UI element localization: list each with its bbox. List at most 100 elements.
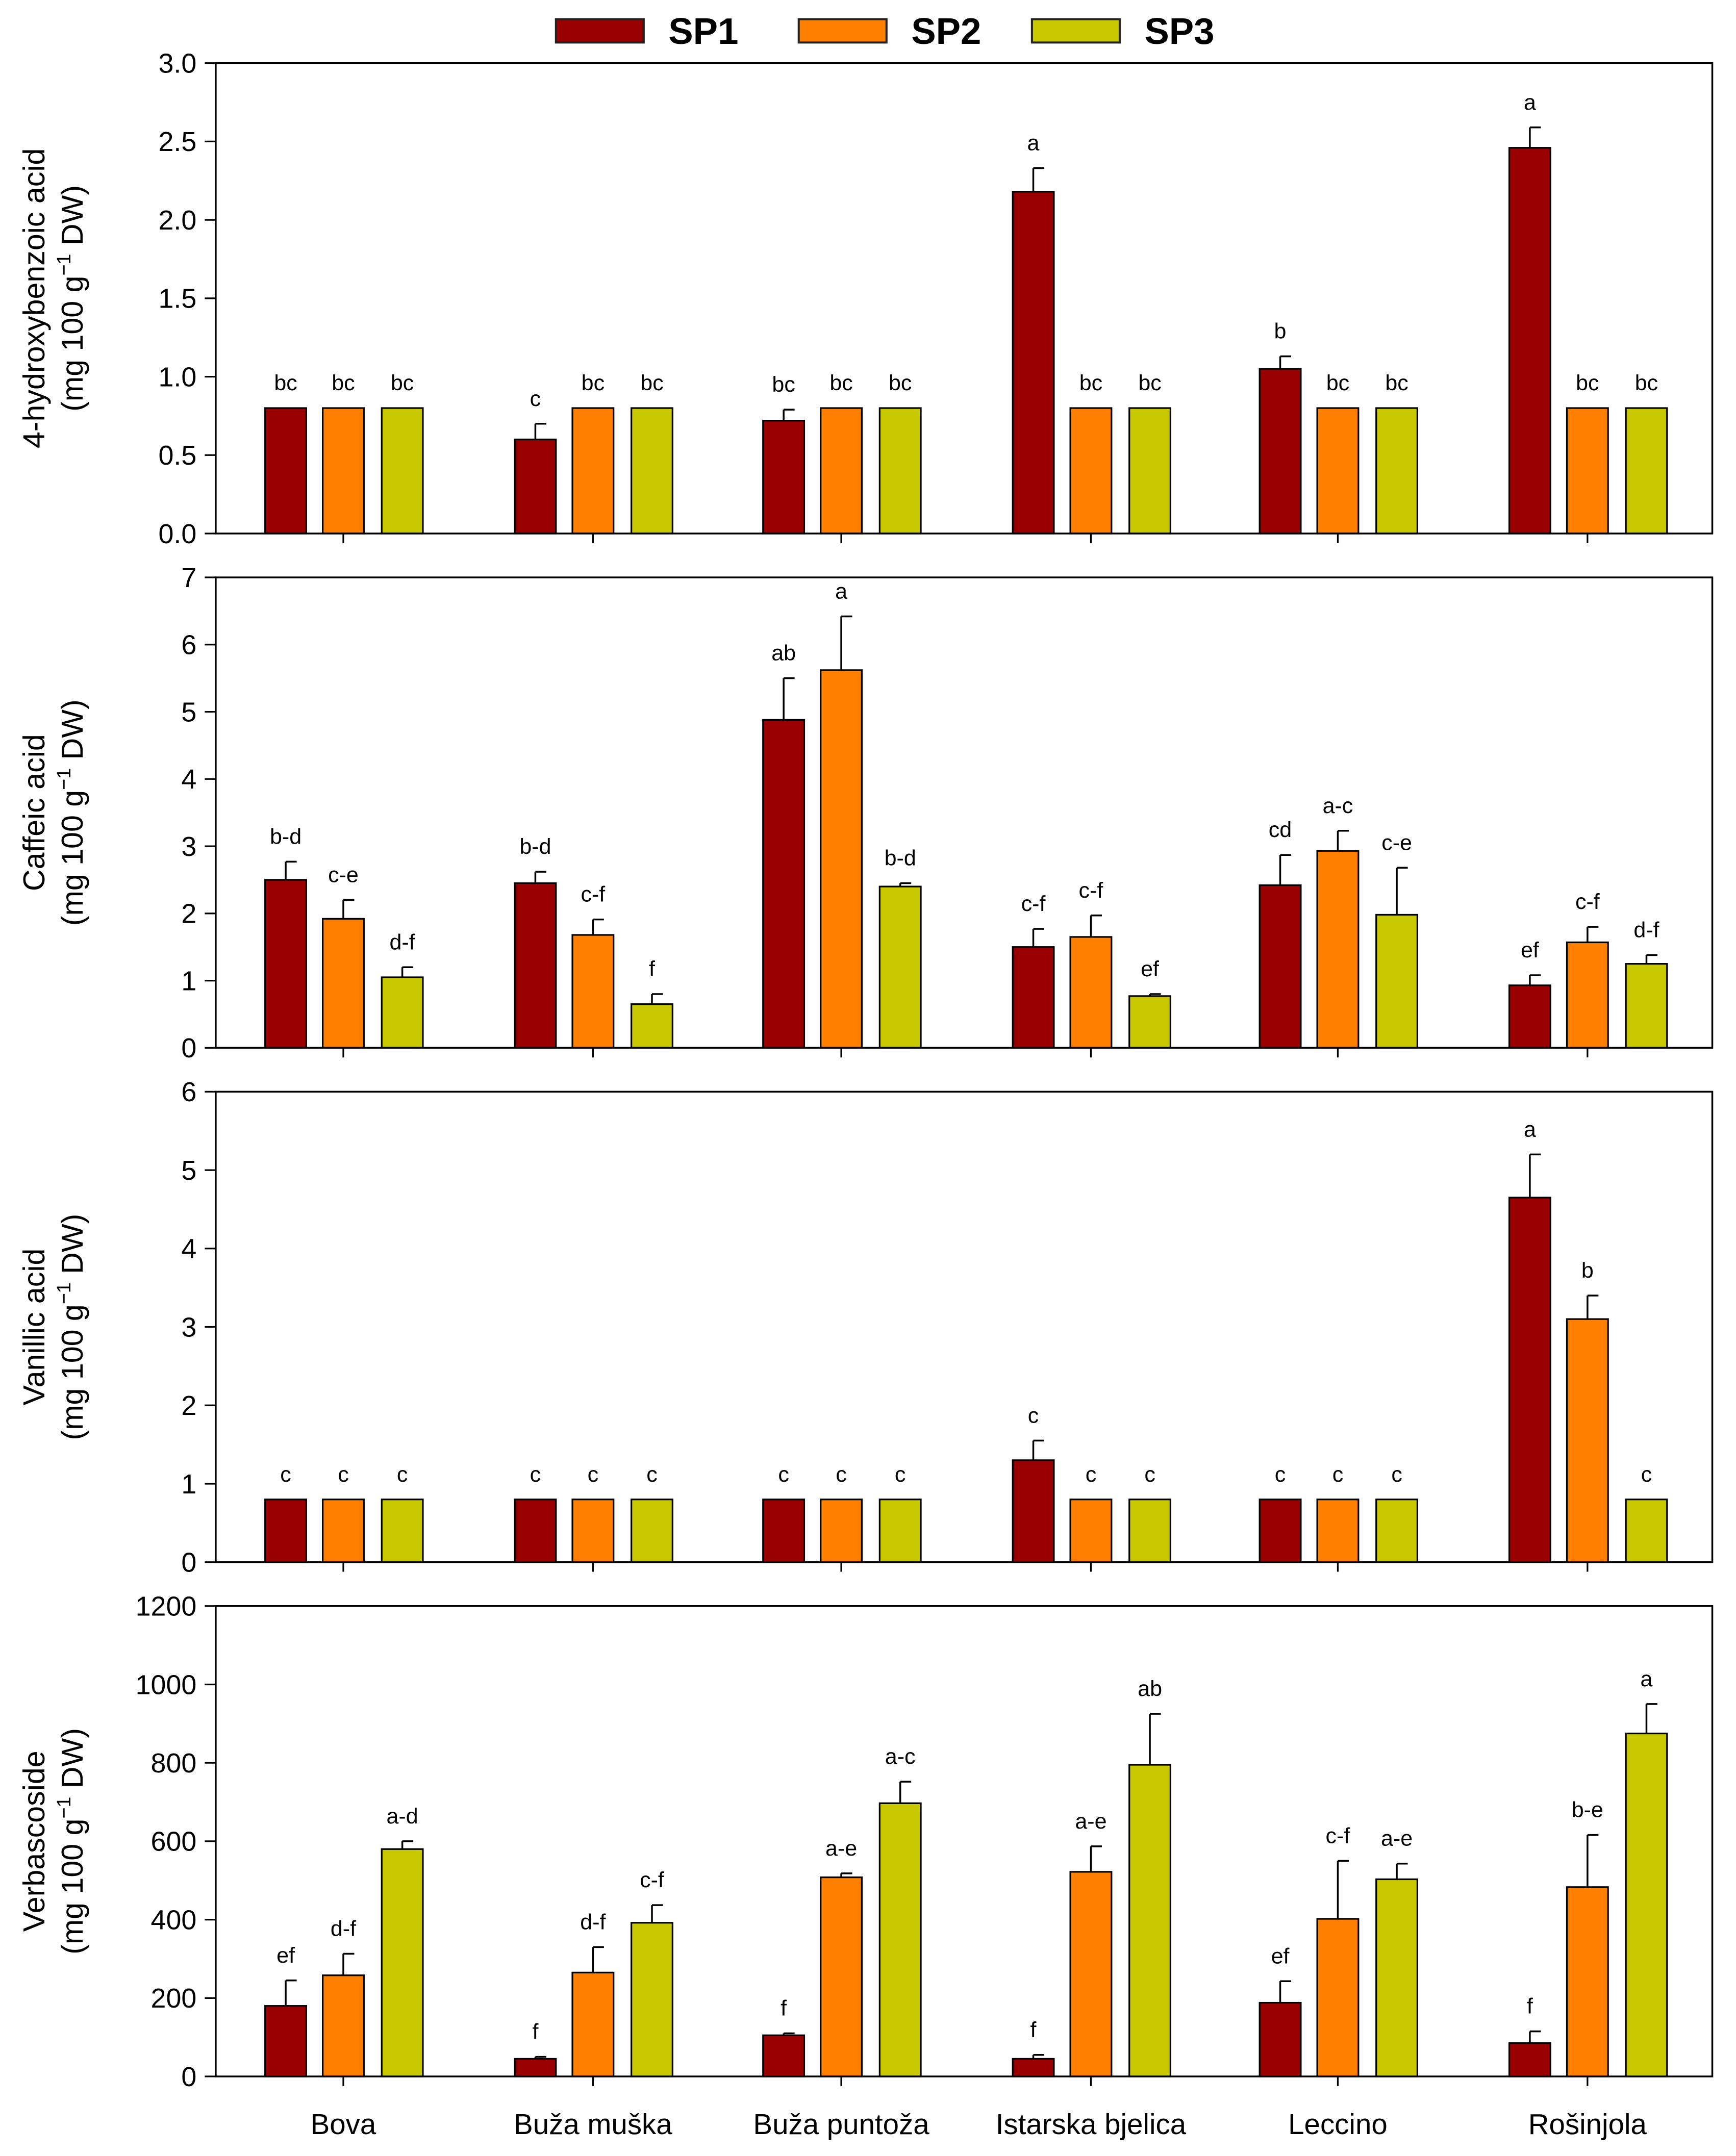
significance-letter: ab xyxy=(771,641,796,666)
y-tick-label: 600 xyxy=(151,1827,197,1857)
significance-letter: bc xyxy=(274,371,297,395)
significance-letter: d-f xyxy=(1633,918,1659,943)
bar-sp2 xyxy=(1069,1499,1113,1563)
significance-letter: bc xyxy=(1326,371,1349,395)
x-category-label: Leccino xyxy=(1288,2108,1388,2140)
y-axis-unit: (mg 100 g−1 DW) xyxy=(53,185,89,412)
significance-letter: b xyxy=(1274,319,1287,344)
bar-sp1 xyxy=(762,420,806,535)
plot-frame xyxy=(215,1090,1714,1563)
bar-sp2 xyxy=(1316,1499,1360,1563)
significance-letter: a-e xyxy=(1075,1809,1106,1834)
bar-sp2 xyxy=(571,1971,615,2077)
panel-3: c c c c c a c c c c c b c c c c c c 0 1 2 3 4 5 6 Vanillic acid (m… xyxy=(17,1077,1714,1578)
bar-sp2 xyxy=(820,407,863,535)
bar-sp3 xyxy=(631,407,673,535)
x-category-label: Buža puntoža xyxy=(753,2108,929,2140)
significance-letter: c xyxy=(397,1462,408,1487)
bar-sp3 xyxy=(878,885,922,1049)
legend-swatch xyxy=(555,18,645,44)
y-tick-label: 5 xyxy=(181,697,196,727)
significance-letter: bc xyxy=(1576,371,1599,395)
bar-sp3 xyxy=(381,976,424,1049)
y-tick-label: 0.0 xyxy=(159,519,197,549)
significance-letter: bc xyxy=(1635,371,1658,395)
y-axis-label: Verbascoside xyxy=(17,1751,51,1932)
unit-text: (mg 100 g xyxy=(55,790,89,926)
significance-letter: bc xyxy=(1138,371,1161,395)
bar-sp3 xyxy=(631,1499,673,1563)
y-tick-label: 1 xyxy=(181,1469,196,1500)
significance-letter: f xyxy=(781,1996,787,2021)
bar-sp1 xyxy=(514,1499,557,1563)
bar-sp2 xyxy=(820,669,863,1049)
y-tick-label: 2 xyxy=(181,899,196,929)
significance-letter: a xyxy=(1641,1667,1653,1691)
y-tick-label: 200 xyxy=(151,1983,197,2014)
bar-sp2 xyxy=(1316,407,1360,535)
legend-item-sp1: SP1 xyxy=(555,11,738,52)
y-tick-label: 1.5 xyxy=(159,284,197,314)
unit-text: (mg 100 g xyxy=(55,1819,89,1955)
y-tick-label: 1.0 xyxy=(159,362,197,392)
x-category-label: Istarska bjelica xyxy=(996,2108,1187,2140)
y-tick-label: 0 xyxy=(181,2062,196,2092)
significance-letter: c xyxy=(646,1462,658,1487)
significance-letter: c-f xyxy=(1079,878,1104,903)
bar-sp1 xyxy=(1012,946,1055,1049)
bar-sp1 xyxy=(1259,1499,1302,1563)
bar-sp2 xyxy=(820,1499,863,1563)
significance-letter: a-c xyxy=(1323,794,1353,818)
bar-sp3 xyxy=(878,1499,922,1563)
legend-item-sp2: SP2 xyxy=(797,11,981,52)
bar-sp1 xyxy=(1508,147,1551,535)
bar-sp2 xyxy=(1566,407,1609,535)
unit-text: DW) xyxy=(55,699,89,768)
y-tick-label: 2.5 xyxy=(159,126,197,157)
legend-label: SP2 xyxy=(911,11,981,52)
y-tick-label: 1 xyxy=(181,966,196,996)
significance-letter: bc xyxy=(1385,371,1408,395)
significance-letter: c-f xyxy=(581,882,606,907)
significance-letter: c-f xyxy=(1575,890,1600,914)
y-tick-label: 2.0 xyxy=(159,205,197,236)
significance-letter: c xyxy=(1028,1403,1039,1428)
panel-1: bc c bc a b a bc bc bc bc bc bc bc bc bc bc bc bc 0.0 0.5 1.… xyxy=(17,48,1714,549)
bar-sp1 xyxy=(514,882,557,1049)
y-tick-label: 400 xyxy=(151,1905,197,1935)
significance-letter: f xyxy=(1527,1994,1533,2019)
bar-sp2 xyxy=(1069,407,1113,535)
significance-letter: f xyxy=(1030,2018,1037,2042)
bar-sp1 xyxy=(514,438,557,535)
bar-sp2 xyxy=(571,934,615,1049)
bar-sp2 xyxy=(1069,936,1113,1049)
y-tick-label: 4 xyxy=(181,1234,196,1264)
significance-letter: bc xyxy=(582,371,605,395)
y-axis-label: Vanillic acid xyxy=(17,1249,51,1406)
unit-text: DW) xyxy=(55,1214,89,1283)
significance-letter: b-d xyxy=(519,834,551,859)
significance-letter: c xyxy=(1275,1462,1286,1487)
significance-letter: c xyxy=(530,1462,541,1487)
y-axis-label: 4-hydroxybenzoic acid xyxy=(17,148,51,448)
y-tick-label: 0.5 xyxy=(159,440,197,471)
significance-letter: d-f xyxy=(331,1917,357,1941)
significance-letter: a-d xyxy=(387,1804,418,1829)
significance-letter: b-d xyxy=(270,824,301,849)
bar-sp2 xyxy=(571,1499,615,1563)
significance-letter: c xyxy=(1641,1462,1652,1487)
panel-4: ef f f f ef f d-f d-f a-e a-e c-f b-e a-d c-f a-c ab a-e… xyxy=(17,1591,1714,2092)
bar-sp2 xyxy=(322,1974,365,2077)
bar-sp1 xyxy=(762,2034,806,2077)
x-category-label: Bova xyxy=(311,2108,376,2140)
x-category-label: Buža muška xyxy=(514,2108,672,2140)
significance-letter: bc xyxy=(889,371,912,395)
bar-sp1 xyxy=(1259,884,1302,1049)
bar-sp3 xyxy=(381,407,424,535)
significance-letter: c-f xyxy=(1326,1823,1351,1848)
bar-sp2 xyxy=(322,1499,365,1563)
significance-letter: bc xyxy=(332,371,355,395)
bar-sp3 xyxy=(1375,1878,1419,2077)
unit-text: (mg 100 g xyxy=(55,275,89,411)
